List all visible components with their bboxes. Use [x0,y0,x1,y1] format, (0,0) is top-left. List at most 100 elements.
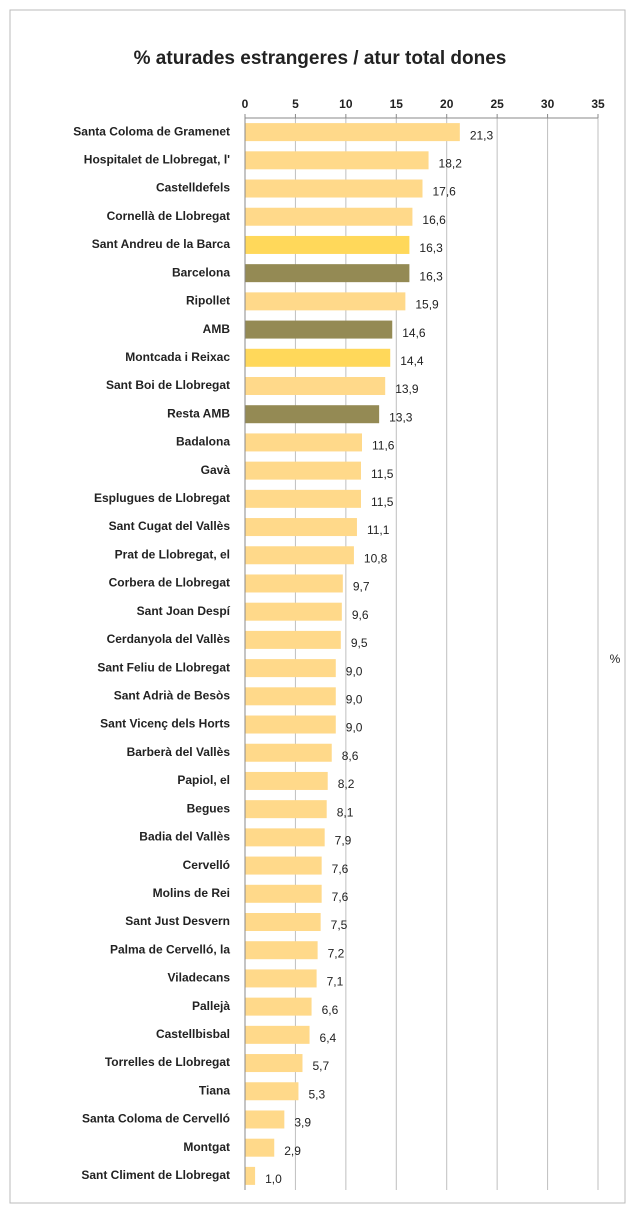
data-label: 16,3 [419,269,443,283]
data-label: 10,8 [364,551,388,565]
data-label: 11,6 [372,439,395,453]
bar [245,884,322,903]
y-tick-label: Sant Vicenç dels Horts [100,717,230,731]
y-tick-label: Castelldefels [156,181,230,195]
data-label: 1,0 [265,1172,282,1186]
data-label: 5,3 [308,1087,325,1101]
data-label: 6,6 [322,1003,339,1017]
y-tick-label: Gavà [201,463,231,477]
data-label: 9,0 [346,664,363,678]
y-tick-label: Cerdanyola del Vallès [107,632,231,646]
y-tick-label: Viladecans [168,971,231,985]
y-tick-label: Begues [187,801,231,815]
data-label: 9,6 [352,608,369,622]
y-tick-label: Sant Adrià de Besòs [114,688,231,702]
bar [245,1110,285,1129]
y-tick-label: Hospitalet de Llobregat, l' [84,152,230,166]
data-label: 8,2 [338,777,355,791]
data-label: 9,0 [346,692,363,706]
bar [245,800,327,819]
bar [245,546,354,565]
bar [245,518,357,537]
data-label: 7,1 [327,975,344,989]
x-tick-label: 30 [541,97,555,111]
x-tick-label: 35 [591,97,605,111]
bar [245,1054,303,1073]
x-tick-label: 20 [440,97,454,111]
y-tick-label: Badalona [176,435,230,449]
y-tick-label: Montcada i Reixac [125,350,230,364]
bar [245,630,341,649]
bar [245,377,386,395]
data-label: 3,9 [294,1116,311,1130]
data-label: 13,9 [395,382,419,396]
data-label: 7,9 [335,834,352,848]
y-tick-label: Prat de Llobregat, el [115,547,230,561]
y-tick-label: Sant Cugat del Vallès [109,519,231,533]
x-tick-label: 25 [490,97,504,111]
y-tick-label: Santa Coloma de Gramenet [73,124,230,138]
bar [245,489,361,508]
y-tick-label: Barcelona [172,265,230,279]
data-label: 7,6 [332,862,349,876]
y-tick-label: Barberà del Vallès [127,745,231,759]
data-label: 9,0 [346,721,363,735]
y-tick-label: Palma de Cervelló, la [110,942,230,956]
bar [245,235,410,254]
data-label: 18,2 [439,156,463,170]
bar [245,179,423,198]
data-label: 11,5 [371,467,394,481]
bar [245,292,406,311]
bar [245,348,391,367]
y-tick-label: Ripollet [186,294,230,308]
y-tick-label: AMB [203,322,231,336]
bar [245,1025,310,1044]
data-label: 2,9 [284,1144,301,1158]
bar [245,320,393,339]
bar [245,715,336,734]
data-label: 6,4 [320,1031,337,1045]
y-tick-label: Sant Feliu de Llobregat [97,660,230,674]
bar [245,941,318,960]
y-tick-label: Papiol, el [177,773,230,787]
y-tick-label: Pallejà [192,999,230,1013]
bar [245,405,380,424]
y-tick-label: Sant Just Desvern [125,914,230,928]
x-tick-label: 10 [339,97,353,111]
bar [245,264,410,283]
y-tick-label: Sant Joan Despí [137,604,231,618]
y-tick-label: Castellbisbal [156,1027,230,1041]
y-tick-label: Santa Coloma de Cervelló [82,1112,230,1126]
y-tick-label: Sant Andreu de la Barca [92,237,231,251]
data-label: 5,7 [312,1059,329,1073]
data-label: 8,6 [342,749,359,763]
bar [245,913,321,931]
data-label: 16,6 [422,213,446,227]
bar [245,123,460,142]
bar [245,659,336,678]
y-tick-label: Molins de Rei [153,886,230,900]
data-label: 17,6 [433,185,457,199]
y-tick-label: Tiana [199,1083,230,1097]
data-label: 16,3 [419,241,443,255]
bar [245,771,328,790]
data-label: 9,5 [351,636,368,650]
bar [245,461,361,480]
bar [245,1166,256,1185]
y-tick-label: Montgat [183,1140,230,1154]
y-axis-label: % [610,652,621,666]
y-tick-label: Resta AMB [167,406,230,420]
data-label: 13,3 [389,410,413,424]
chart-title: % aturades estrangeres / atur total done… [134,48,507,69]
y-tick-label: Sant Boi de Llobregat [106,378,230,392]
bar [245,743,332,762]
data-label: 11,5 [371,495,394,509]
data-label: 7,6 [332,890,349,904]
y-tick-label: Sant Climent de Llobregat [81,1168,230,1182]
bar [245,997,312,1016]
bar [245,574,343,593]
bar [245,1138,275,1157]
x-tick-label: 0 [242,97,249,111]
y-tick-label: Badia del Vallès [139,830,230,844]
